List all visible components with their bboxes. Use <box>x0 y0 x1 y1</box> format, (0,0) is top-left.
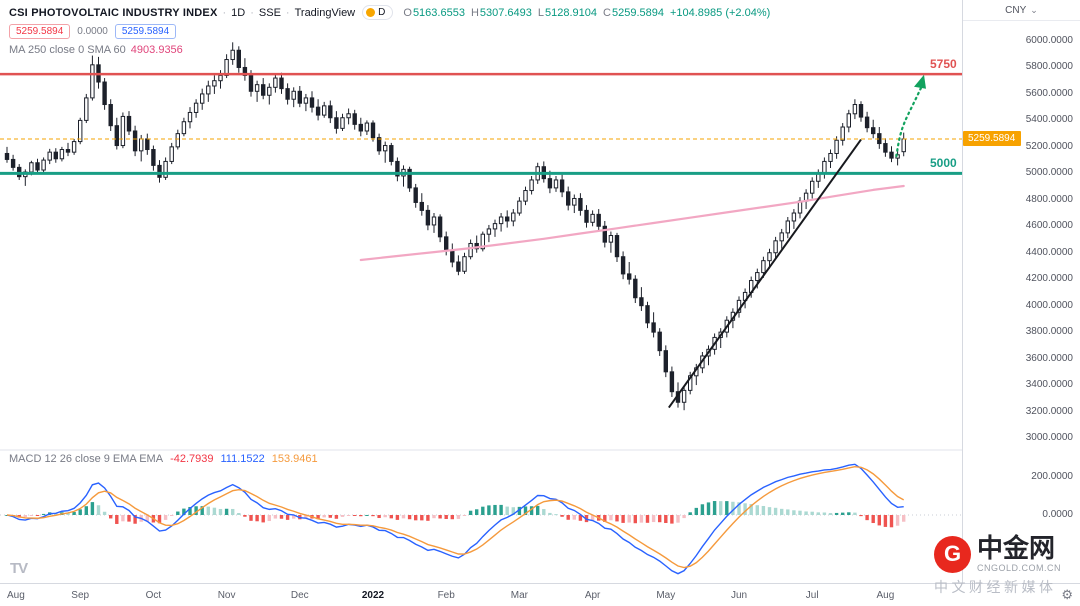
time-axis-label: Oct <box>145 590 162 601</box>
currency-label: CNY <box>1005 4 1027 16</box>
interval-badge-label: D <box>378 7 386 18</box>
time-axis-label: May <box>656 590 676 601</box>
level-lines <box>0 72 962 175</box>
axis-tick-label: 5200.0000 <box>1025 140 1073 152</box>
axis-tick-label: 5800.0000 <box>1025 61 1073 73</box>
resistance-price-label: 5750 <box>930 57 957 72</box>
close-key: C <box>603 6 611 19</box>
symbol-header: CSI PHOTOVOLTAIC INDUSTRY INDEX · 1D · S… <box>9 5 770 20</box>
separator-dot: · <box>222 6 227 19</box>
open-value: 5163.6553 <box>412 6 465 19</box>
axis-tick-label: 4000.0000 <box>1025 299 1073 311</box>
time-axis-label: Dec <box>290 590 309 601</box>
axis-tick-label: 200.0000 <box>1031 471 1073 482</box>
interval-badge[interactable]: D <box>362 5 394 20</box>
price-flag-blue[interactable]: 5259.5894 <box>114 24 177 39</box>
watermark-brand: 中金网 <box>977 533 1056 563</box>
time-axis[interactable]: ⚙ Aug Sep Oct Nov Dec 2022 Feb Mar Apr May Jun Jul A… <box>0 583 1080 606</box>
axis-tick-label: 3600.0000 <box>1025 352 1073 364</box>
candlestick-chart-canvas[interactable] <box>0 0 962 583</box>
watermark-tagline: 中文财经新媒体 <box>934 579 1057 595</box>
axis-tick-label: 0.0000 <box>1042 509 1073 520</box>
macd-indicator-label[interactable]: MACD 12 26 close 9 EMA EMA <box>9 453 164 465</box>
ohlc-readout: O 5163.6553 H 5307.6493 L 5128.9104 C 5259.5… <box>403 7 770 19</box>
projection-arrow <box>895 74 926 158</box>
macd-histogram <box>5 501 906 528</box>
macd-hist-value: -42.7939 <box>170 453 214 465</box>
cngold-watermark: G 中金网 CNGOLD.COM.CN 中文财经新媒体 <box>934 535 1061 597</box>
price-axis[interactable]: CNY ⌄ 5259.5894 6000.0000 5800.0000 5600.0… <box>962 0 1080 583</box>
price-flag-red[interactable]: 5259.5894 <box>9 24 71 39</box>
macd-indicator-legend: MACD 12 26 close 9 EMA EMA -42.7939 111.… <box>9 453 318 465</box>
axis-tick-label: 3400.0000 <box>1025 379 1073 391</box>
time-axis-label: Jun <box>730 590 748 601</box>
chevron-down-icon: ⌄ <box>1030 4 1038 15</box>
cngold-logo-icon: G <box>934 535 971 573</box>
time-axis-label: Sep <box>71 590 90 601</box>
time-axis-label: 2022 <box>361 590 385 601</box>
axis-tick-label: 4600.0000 <box>1025 220 1073 232</box>
tradingview-logo[interactable]: TV <box>10 560 28 577</box>
time-axis-label: Feb <box>437 590 455 601</box>
time-axis-label: Apr <box>584 590 601 601</box>
axis-tick-label: 3000.0000 <box>1025 432 1073 443</box>
axis-tick-label: 3800.0000 <box>1025 326 1073 338</box>
time-axis-label: Aug <box>7 590 25 601</box>
macd-lines <box>6 463 905 575</box>
axis-tick-label: 3200.0000 <box>1025 405 1073 417</box>
price-flags-row: 5259.5894 0.0000 5259.5894 <box>9 24 177 39</box>
macd-signal-value: 153.9461 <box>271 453 318 465</box>
currency-selector[interactable]: CNY ⌄ <box>963 0 1080 21</box>
axis-tick-label: 4200.0000 <box>1025 273 1073 285</box>
trendline <box>668 139 862 409</box>
axis-tick-label: 4400.0000 <box>1025 246 1073 258</box>
current-price-label: 5259.5894 <box>963 130 1022 146</box>
separator-dot: · <box>250 6 254 19</box>
candles-layer <box>4 42 906 411</box>
vendor-label[interactable]: TradingView <box>294 6 356 19</box>
watermark-domain: CNGOLD.COM.CN <box>977 563 1062 573</box>
high-value: 5307.6493 <box>479 6 532 19</box>
time-axis-label: Nov <box>217 590 236 601</box>
macd-line-value: 111.1522 <box>220 453 265 465</box>
cngold-logo-letter: G <box>943 541 962 566</box>
axis-tick-label: 5400.0000 <box>1025 114 1073 126</box>
ma-indicator-legend: MA 250 close 0 SMA 60 4903.9356 <box>9 44 183 56</box>
time-axis-label: Jul <box>805 590 819 601</box>
support-price-label: 5000 <box>930 156 957 171</box>
close-value: 5259.5894 <box>611 6 664 19</box>
high-key: H <box>470 6 479 19</box>
interval-label[interactable]: 1D <box>231 6 246 19</box>
time-axis-label: Aug <box>876 590 895 601</box>
axis-tick-label: 5600.0000 <box>1025 87 1073 99</box>
ma-indicator-label[interactable]: MA 250 close 0 SMA 60 <box>9 44 126 56</box>
low-value: 5128.9104 <box>545 6 598 19</box>
separator-dot: · <box>285 6 290 19</box>
change-value: +104.8985 (+2.04%) <box>669 6 771 19</box>
exchange-label: SSE <box>258 6 281 19</box>
axis-tick-label: 4800.0000 <box>1025 193 1073 205</box>
ma-indicator-value: 4903.9356 <box>130 44 183 56</box>
time-axis-label: Mar <box>510 590 529 601</box>
settings-gear-icon[interactable]: ⚙ <box>1061 587 1073 602</box>
axis-tick-label: 5000.0000 <box>1025 167 1073 179</box>
low-key: L <box>537 6 545 19</box>
axis-tick-label: 6000.0000 <box>1025 35 1073 46</box>
price-flag-neutral: 0.0000 <box>77 26 108 37</box>
symbol-title: CSI PHOTOVOLTAIC INDUSTRY INDEX <box>9 6 218 19</box>
record-dot-icon <box>366 8 376 17</box>
open-key: O <box>403 6 412 19</box>
